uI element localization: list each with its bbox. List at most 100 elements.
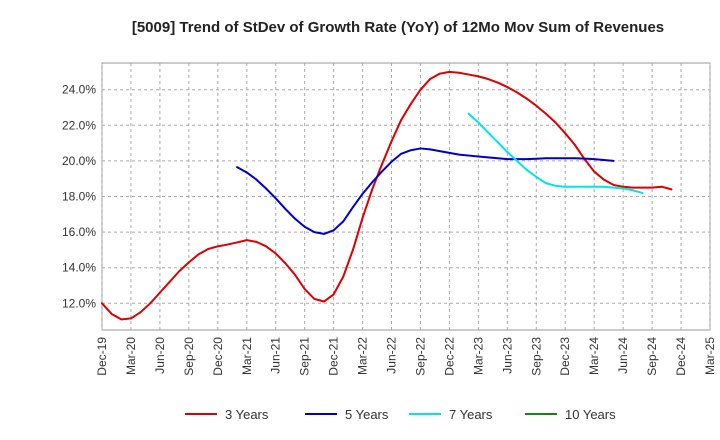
series-7-years: [467, 112, 644, 194]
x-tick-label: Jun-20: [153, 337, 167, 374]
data-point: [294, 273, 296, 276]
y-tick-label: 12.0%: [62, 296, 96, 310]
data-point: [207, 248, 210, 250]
x-tick-label: Mar-20: [124, 337, 138, 375]
data-point: [419, 88, 422, 91]
series-line: [236, 147, 615, 235]
data-point: [535, 157, 538, 160]
data-point: [602, 159, 605, 161]
x-tick-label: Mar-23: [471, 337, 485, 375]
data-point: [274, 252, 277, 255]
data-point: [226, 243, 229, 246]
data-point: [487, 131, 489, 134]
data-point: [342, 275, 345, 278]
data-point: [535, 176, 538, 178]
data-point: [535, 104, 538, 107]
x-tick-label: Sep-20: [182, 337, 196, 376]
data-point: [159, 291, 161, 294]
x-tick-label: Sep-22: [413, 337, 427, 376]
series-3-years: [101, 70, 673, 321]
data-point: [409, 103, 412, 105]
data-point: [631, 186, 634, 189]
chart-title: [5009] Trend of StDev of Growth Rate (Yo…: [132, 19, 664, 36]
data-point: [284, 262, 287, 265]
data-point: [641, 186, 644, 189]
data-point: [139, 311, 142, 314]
x-axis-ticks: Dec-19 Mar-20 Jun-20 Sep-20 Dec-20 Mar-21 Jun-…: [95, 337, 717, 376]
series-line: [101, 70, 673, 321]
data-point: [419, 147, 422, 150]
data-point: [583, 157, 586, 160]
data-point: [429, 148, 432, 151]
data-point: [313, 231, 316, 234]
data-point: [602, 185, 605, 188]
data-point: [371, 181, 374, 184]
data-point: [583, 185, 586, 188]
data-point: [593, 158, 596, 161]
data-point: [390, 160, 393, 163]
legend-label: 7 Years: [449, 407, 493, 422]
data-point: [477, 75, 480, 78]
data-point: [496, 141, 499, 144]
data-point: [294, 217, 296, 220]
data-point: [216, 245, 219, 248]
x-tick-label: Dec-19: [95, 337, 109, 376]
y-tick-label: 14.0%: [62, 261, 96, 275]
data-point: [361, 216, 364, 219]
data-point: [448, 71, 451, 73]
data-point: [593, 170, 596, 173]
x-tick-label: Jun-23: [500, 337, 514, 374]
data-point: [303, 288, 306, 290]
data-point: [612, 186, 615, 189]
data-point: [496, 157, 499, 160]
x-tick-label: Dec-24: [674, 337, 688, 376]
x-tick-label: Mar-21: [240, 337, 254, 375]
x-tick-label: Jun-22: [385, 337, 399, 374]
data-point: [631, 189, 634, 192]
data-point: [545, 182, 547, 185]
data-point: [323, 232, 325, 235]
legend-label: 3 Years: [225, 407, 269, 422]
data-point: [477, 155, 480, 158]
data-point: [458, 153, 460, 156]
data-point: [438, 72, 441, 75]
data-point: [400, 152, 403, 155]
x-tick-label: Sep-21: [298, 337, 312, 376]
legend-item: 10 Years: [525, 407, 616, 422]
data-point: [265, 187, 267, 190]
y-tick-label: 24.0%: [62, 83, 96, 97]
data-point: [487, 78, 489, 80]
data-point: [400, 119, 403, 121]
x-tick-label: Mar-24: [587, 337, 601, 375]
data-point: [438, 150, 441, 153]
data-point: [178, 270, 181, 273]
data-point: [197, 253, 200, 256]
data-point: [342, 220, 345, 223]
series-5-years: [236, 147, 615, 235]
data-point: [612, 184, 615, 186]
x-tick-label: Sep-24: [645, 337, 659, 376]
data-point: [255, 178, 258, 181]
x-tick-label: Dec-22: [442, 337, 456, 376]
data-point: [361, 192, 364, 195]
data-point: [516, 91, 518, 94]
data-point: [554, 184, 557, 187]
data-point: [467, 154, 470, 157]
data-point: [409, 149, 412, 152]
data-point: [622, 187, 625, 190]
data-point: [545, 157, 547, 160]
data-point: [506, 158, 509, 161]
x-tick-label: Dec-23: [558, 337, 572, 376]
data-point: [622, 185, 625, 188]
data-point: [101, 302, 103, 305]
data-point: [506, 151, 509, 153]
data-point: [670, 188, 673, 191]
data-point: [236, 241, 239, 244]
data-point: [332, 293, 335, 296]
data-point: [380, 170, 383, 173]
x-tick-label: Dec-20: [211, 337, 225, 376]
x-tick-label: Mar-25: [703, 337, 717, 375]
x-tick-label: Dec-21: [327, 337, 341, 376]
data-point: [651, 186, 653, 189]
